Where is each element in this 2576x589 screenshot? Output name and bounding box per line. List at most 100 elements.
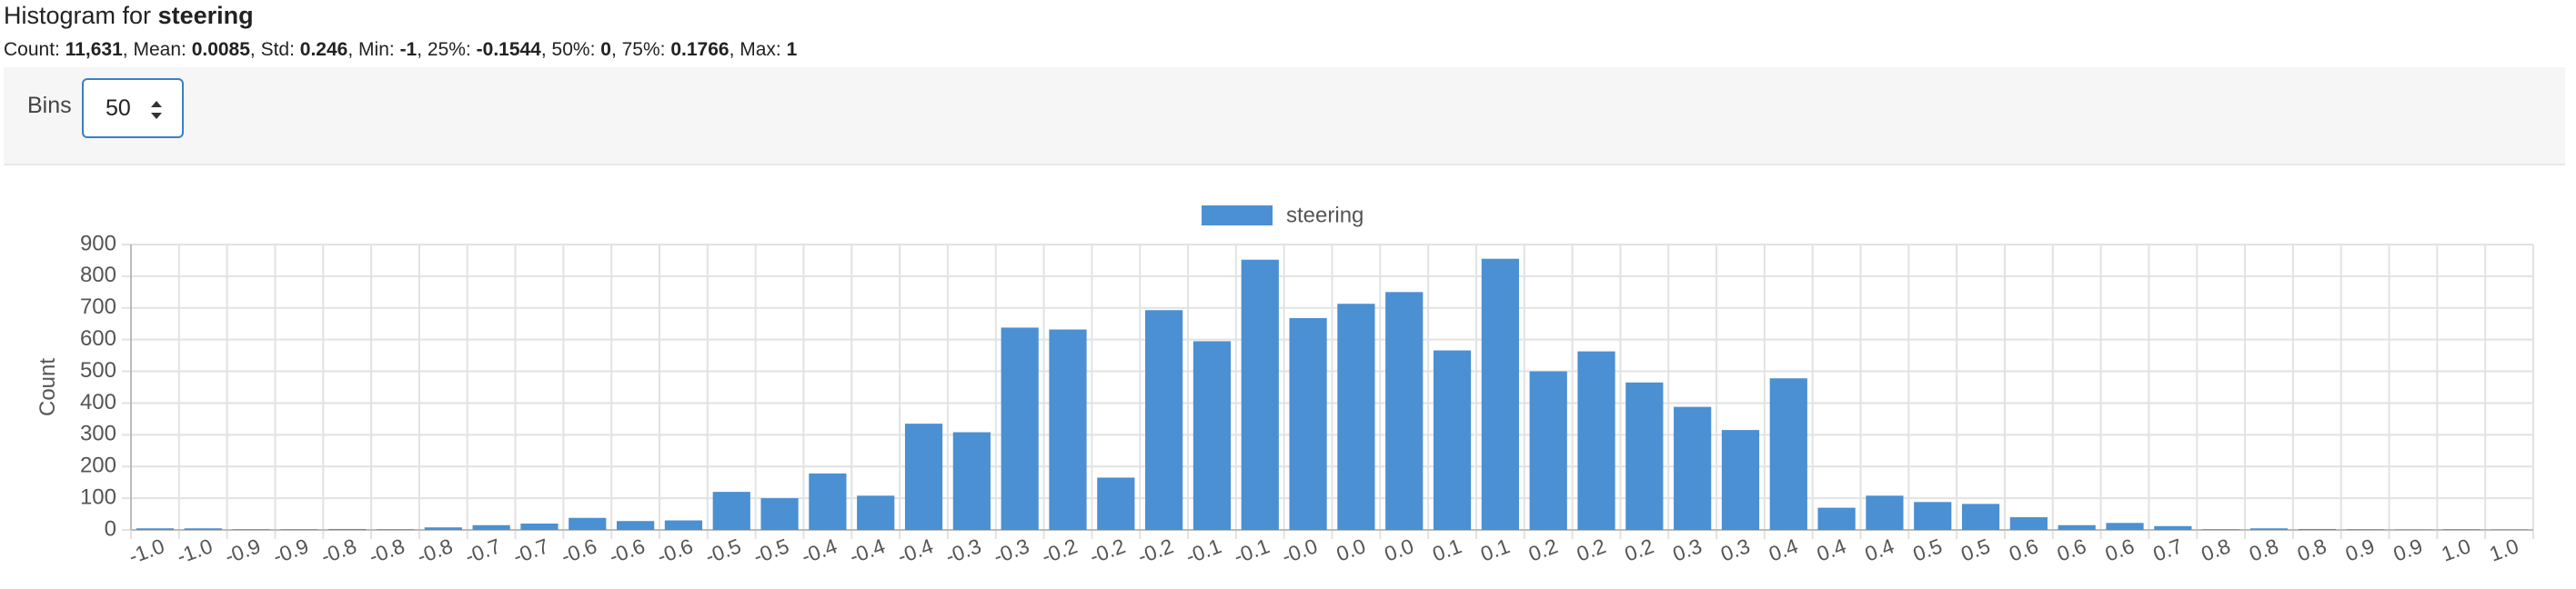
stat-label: Min: (358, 39, 395, 60)
x-tick-label: 0.6 (2102, 534, 2138, 565)
x-tick-label: 0.3 (1717, 534, 1753, 565)
stat-value: 11,631 (65, 39, 123, 60)
bar (1289, 317, 1327, 530)
select-arrows (151, 101, 162, 119)
y-tick-label: 900 (80, 231, 116, 255)
bar (1866, 495, 1904, 530)
bar (1049, 329, 1087, 530)
x-tick-label: 0.8 (2294, 534, 2329, 565)
stat: 50%: 0 (541, 39, 611, 60)
bar (328, 528, 367, 530)
y-tick-label: 800 (80, 263, 116, 287)
legend-label: steering (1286, 203, 1363, 227)
bar (2298, 528, 2336, 530)
bar (2106, 523, 2144, 530)
x-tick-label: 0.0 (1333, 534, 1369, 565)
column-name: steering (157, 2, 254, 29)
y-tick-label: 200 (80, 454, 116, 478)
stat-label: Max: (740, 39, 781, 60)
stat-value: 0.1766 (670, 39, 730, 60)
bar (760, 498, 799, 530)
stat: 75%: 0.1766 (611, 39, 730, 60)
x-tick-label: 0.9 (2342, 534, 2378, 565)
stat-value: -0.1544 (476, 39, 541, 60)
bar (1529, 371, 1567, 530)
stat-value: 1 (786, 39, 798, 60)
bar (617, 521, 655, 530)
x-tick-label: 0.8 (2246, 534, 2281, 565)
x-tick-label: 0.6 (2054, 534, 2089, 565)
x-tick-label: 0.3 (1669, 534, 1705, 565)
stat-label: 25%: (427, 39, 471, 60)
stat-label: Mean: (133, 39, 186, 60)
bar (1914, 502, 1952, 530)
stats: Count: 11,631Mean: 0.0085Std: 0.246Min: … (4, 39, 797, 61)
x-tick-label: 0.1 (1477, 534, 1513, 565)
bar (952, 432, 991, 530)
bar (2009, 517, 2048, 530)
legend-swatch (1200, 204, 1274, 227)
bar (520, 524, 558, 530)
x-tick-label: 0.7 (2150, 534, 2186, 565)
bar (1817, 507, 1856, 530)
bar (1721, 430, 1760, 530)
stat-label: Count: (4, 39, 60, 60)
bins-value: 50 (106, 95, 131, 121)
bar (1577, 351, 1615, 530)
y-tick-label: 400 (80, 390, 116, 414)
bar (2442, 529, 2480, 530)
bar (2058, 524, 2096, 530)
stat-value: 0.0085 (191, 39, 250, 60)
y-tick-label: 0 (105, 516, 116, 541)
x-tick-label: 0.4 (1766, 534, 1801, 565)
bar (472, 524, 510, 530)
bar (2346, 529, 2384, 530)
bar (1385, 292, 1424, 530)
x-tick-label: 0.9 (2390, 534, 2426, 565)
stat: Max: 1 (730, 39, 798, 60)
bar (1961, 504, 2000, 530)
bins-label: Bins (27, 93, 72, 118)
bar (232, 529, 270, 530)
x-tick-label: 0.2 (1622, 534, 1657, 565)
bar (184, 528, 222, 530)
x-tick-label: 0.4 (1862, 534, 1897, 565)
bar (1145, 310, 1183, 530)
x-tick-label: 1.0 (2439, 534, 2474, 565)
x-tick-label: 0.2 (1574, 534, 1609, 565)
stat-label: Std: (260, 39, 295, 60)
bar (280, 529, 318, 530)
stat: Std: 0.246 (250, 39, 347, 60)
x-tick-label: 1.0 (2486, 534, 2521, 565)
bar (1769, 378, 1807, 530)
stat: Mean: 0.0085 (123, 39, 250, 60)
bar (1097, 477, 1135, 530)
bar (712, 492, 750, 530)
bar (2154, 525, 2192, 530)
bar (1192, 341, 1232, 530)
chart: steering Count 0 100 200 300 400 500 600 700 800 90… (35, 203, 2534, 568)
bar (424, 527, 462, 530)
stat: Min: -1 (347, 39, 417, 60)
bar (1625, 382, 1664, 530)
bar (904, 424, 943, 530)
x-tick-label: 0.6 (2006, 534, 2041, 565)
stat-label: 75%: (621, 39, 666, 60)
y-tick-label: 300 (80, 422, 116, 446)
x-tick-label: 0.8 (2198, 534, 2233, 565)
stat-value: -1 (399, 39, 418, 60)
stat-label: 50%: (551, 39, 596, 60)
stat: 25%: -0.1544 (417, 39, 541, 60)
title: Histogram for steering (4, 2, 254, 30)
y-tick-label: 100 (80, 484, 116, 509)
bar (1337, 304, 1375, 530)
bar (1001, 327, 1039, 530)
bar (1481, 258, 1519, 530)
bar (376, 529, 415, 530)
stat: Count: 11,631 (4, 39, 123, 60)
bar (1433, 350, 1472, 530)
bins-select[interactable]: 50 (82, 78, 184, 138)
controls-panel: Bins 50 (4, 67, 2565, 165)
bar (1241, 259, 1279, 530)
x-tick-label: 0.0 (1381, 534, 1416, 565)
